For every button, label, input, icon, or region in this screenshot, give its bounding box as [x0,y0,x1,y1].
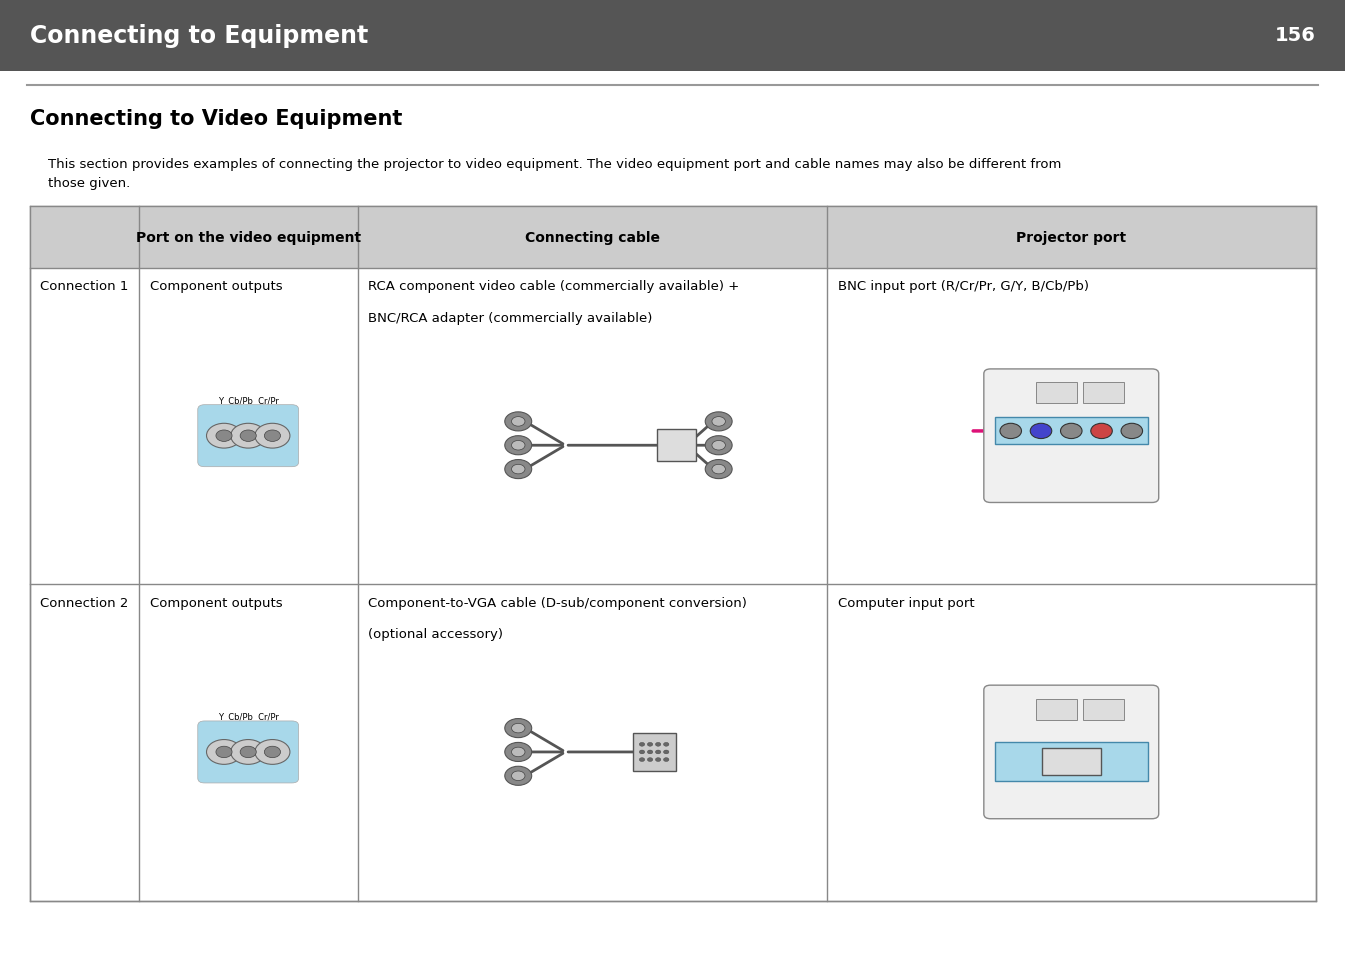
Circle shape [207,740,242,764]
FancyBboxPatch shape [0,0,1345,71]
Circle shape [711,465,725,475]
Text: Component-to-VGA cable (D-sub/component conversion): Component-to-VGA cable (D-sub/component … [369,597,747,609]
Circle shape [663,742,668,746]
Text: (optional accessory): (optional accessory) [369,628,504,640]
Circle shape [512,771,525,781]
FancyBboxPatch shape [633,733,675,771]
FancyBboxPatch shape [1084,383,1123,404]
Circle shape [240,431,256,442]
FancyBboxPatch shape [1037,383,1077,404]
FancyBboxPatch shape [995,742,1148,781]
Text: RCA component video cable (commercially available) +: RCA component video cable (commercially … [369,280,740,294]
Circle shape [505,436,532,456]
Circle shape [512,441,525,451]
Text: Computer: Computer [1056,785,1087,790]
Circle shape [663,758,668,761]
Circle shape [265,746,281,758]
Circle shape [663,750,668,754]
Circle shape [1091,424,1112,439]
Circle shape [640,758,645,761]
FancyBboxPatch shape [197,405,298,467]
Circle shape [640,742,645,746]
Text: Connecting cable: Connecting cable [525,231,660,245]
Circle shape [711,417,725,427]
Circle shape [656,758,662,761]
Circle shape [640,750,645,754]
Text: 156: 156 [1274,27,1316,45]
Circle shape [207,424,242,449]
Circle shape [265,431,281,442]
Circle shape [255,740,290,764]
FancyBboxPatch shape [995,417,1148,445]
FancyBboxPatch shape [1042,748,1100,775]
Text: BNC/Pr   G/Y   B/Cb/Pb: BNC/Pr G/Y B/Cb/Pb [1037,410,1106,415]
Text: BNC/RCA adapter (commercially available): BNC/RCA adapter (commercially available) [369,312,652,325]
Circle shape [648,750,653,754]
Text: Computer input port: Computer input port [838,597,975,609]
Circle shape [705,460,732,479]
Circle shape [255,424,290,449]
Text: Component outputs: Component outputs [150,597,282,609]
Text: Projector port: Projector port [1017,231,1126,245]
Bar [30,207,1316,269]
Text: This section provides examples of connecting the projector to video equipment. T: This section provides examples of connec… [49,157,1062,171]
Circle shape [656,750,662,754]
Circle shape [505,719,532,738]
Circle shape [231,740,266,764]
Circle shape [512,465,525,475]
FancyBboxPatch shape [657,430,695,462]
FancyBboxPatch shape [984,370,1158,503]
Circle shape [1061,424,1083,439]
Circle shape [505,742,532,761]
Circle shape [656,742,662,746]
Circle shape [505,766,532,785]
Text: Port on the video equipment: Port on the video equipment [135,231,360,245]
FancyBboxPatch shape [197,721,298,783]
Circle shape [1030,424,1052,439]
FancyBboxPatch shape [984,685,1158,819]
Text: Connection 2: Connection 2 [40,597,128,609]
Bar [30,207,1316,901]
Text: Connecting to Video Equipment: Connecting to Video Equipment [30,110,402,129]
Text: those given.: those given. [49,176,131,190]
Text: Connection 1: Connection 1 [40,280,128,294]
Text: Connecting to Equipment: Connecting to Equipment [30,24,367,48]
Circle shape [240,746,256,758]
Circle shape [705,413,732,432]
Circle shape [648,758,653,761]
Circle shape [705,436,732,456]
Circle shape [711,441,725,451]
Circle shape [512,723,525,733]
Circle shape [216,746,232,758]
Text: Component outputs: Component outputs [150,280,282,294]
Circle shape [512,417,525,427]
Text: BNC input port (R/Cr/Pr, G/Y, B/Cb/Pb): BNC input port (R/Cr/Pr, G/Y, B/Cb/Pb) [838,280,1088,294]
Circle shape [648,742,653,746]
Circle shape [1000,424,1022,439]
Circle shape [216,431,232,442]
FancyBboxPatch shape [1084,699,1123,720]
Circle shape [512,747,525,757]
FancyBboxPatch shape [1037,699,1077,720]
Circle shape [1120,424,1142,439]
Text: Y  Cb/Pb  Cr/Pr: Y Cb/Pb Cr/Pr [217,395,278,405]
Circle shape [231,424,266,449]
Circle shape [505,413,532,432]
Circle shape [505,460,532,479]
Text: Y  Cb/Pb  Cr/Pr: Y Cb/Pb Cr/Pr [217,712,278,720]
